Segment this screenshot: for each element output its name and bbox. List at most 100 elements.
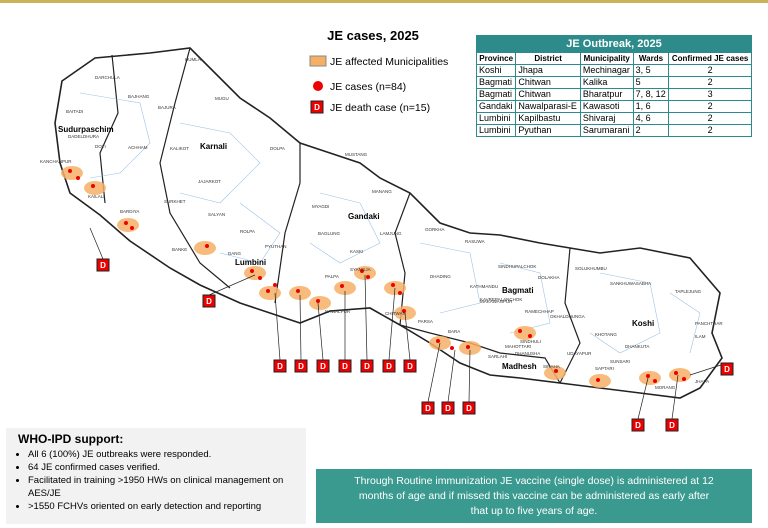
table-header-row: Province District Municipality Wards Confirm… — [475, 52, 752, 65]
death-marker-label: D — [342, 362, 348, 371]
death-marker — [273, 359, 287, 373]
district-label: SANKHUWASABHA — [610, 281, 651, 286]
legend-symbol: D — [314, 103, 320, 112]
case-dot — [266, 289, 270, 293]
district-label: SIRAHA — [543, 364, 560, 369]
case-dot — [68, 169, 72, 173]
affected-area — [544, 366, 566, 380]
district-label: SARLAHI — [488, 354, 507, 359]
death-marker-label: D — [425, 404, 431, 413]
nepal-outline — [54, 47, 723, 399]
district-label: SURKHET — [164, 199, 186, 204]
death-marker-label: D — [386, 362, 392, 371]
marker-leader — [404, 312, 411, 361]
affected-area — [639, 371, 661, 385]
legend-title: JE cases, 2025 — [327, 28, 419, 43]
affected-area — [354, 266, 376, 280]
district-label: MYAGDI — [312, 204, 329, 209]
district-label: MORANG — [655, 385, 676, 390]
column-header: Wards — [632, 52, 670, 65]
affected-area — [459, 341, 481, 355]
case-dot — [273, 283, 277, 287]
table-row: Lumbini Pyuthan Sarumarani 2 2 — [475, 124, 752, 137]
case-dot — [646, 374, 650, 378]
note-line: months of age and if missed this vaccine… — [358, 490, 710, 502]
district-label: DHANUSHA — [515, 351, 540, 356]
column-header: Confirmed JE cases — [668, 52, 752, 65]
case-dot — [528, 334, 532, 338]
death-marker — [316, 359, 330, 373]
case-dot — [205, 244, 209, 248]
district-label: SAPTARI — [595, 366, 614, 371]
marker-leader — [447, 349, 456, 403]
district-label: BAGLUNG — [318, 231, 341, 236]
note-line: Through Routine immunization JE vaccine … — [354, 475, 714, 487]
case-dot — [250, 269, 254, 273]
district-label: KAILALI — [88, 194, 105, 199]
table-cell: 2 — [668, 76, 752, 89]
death-marker-label: D — [298, 362, 304, 371]
marker-leader — [427, 342, 441, 403]
affected-area — [289, 286, 311, 300]
affected-area — [259, 286, 281, 300]
affected-area — [589, 374, 611, 388]
marker-leader — [671, 374, 679, 420]
death-marker — [360, 359, 374, 373]
district-label: LAMJUNG — [380, 231, 402, 236]
legend-item: JE affected Municipalities — [330, 56, 448, 68]
affected-area — [309, 296, 331, 310]
district-label: KATHMANDU — [470, 284, 498, 289]
death-marker-label: D — [466, 404, 472, 413]
legend-swatch — [313, 81, 323, 91]
table-row: Bagmati Chitwan Bharatpur 7, 8, 12 3 — [475, 88, 752, 101]
case-dot — [466, 345, 470, 349]
death-marker — [631, 418, 645, 432]
table-cell: Bagmati — [475, 88, 517, 101]
district-label: RAMECHHAP — [525, 309, 554, 314]
case-dot — [391, 283, 395, 287]
case-dot — [366, 275, 370, 279]
note-box: Through Routine immunization JE vaccine … — [316, 469, 752, 523]
marker-leader — [208, 274, 256, 296]
table-cell: Bharatpur — [579, 88, 634, 101]
marker-leader — [468, 349, 471, 403]
district-label: TAPLEJUNG — [675, 289, 702, 294]
case-dot — [674, 371, 678, 375]
case-dot — [682, 377, 686, 381]
district-label: DHANKUTA — [625, 344, 649, 349]
table-title-row: JE Outbreak, 2025 — [476, 35, 752, 53]
table-cell: Lumbini — [475, 112, 517, 125]
district-label: MANANG — [372, 189, 392, 194]
table-cell: Gandaki — [475, 100, 517, 113]
district-label: KHOTANG — [595, 332, 617, 337]
death-marker — [665, 418, 679, 432]
district-label: PARSA — [418, 319, 433, 324]
case-dot — [398, 291, 402, 295]
affected-area — [84, 181, 106, 195]
table-row: Bagmati Chitwan Kalika 5 2 — [475, 76, 752, 89]
district-label: PALPA — [325, 274, 339, 279]
case-dot — [596, 378, 600, 382]
death-marker-label: D — [635, 421, 641, 430]
district-label: DOLPA — [270, 146, 285, 151]
affected-area — [117, 218, 139, 232]
district-label: RASUWA — [465, 239, 485, 244]
case-dot — [653, 379, 657, 383]
district-label: KAVREPALANCHOK — [480, 297, 522, 302]
affected-area — [194, 241, 216, 255]
table-cell: Nawalparasi-E — [515, 100, 581, 113]
district-label: DOTI — [95, 144, 106, 149]
table-cell: Shivaraj — [579, 112, 634, 125]
province-label: Madhesh — [502, 362, 537, 371]
district-label: UDAYAPUR — [567, 351, 592, 356]
death-marker-label: D — [277, 362, 283, 371]
death-marker-label: D — [724, 365, 730, 374]
table-cell: Chitwan — [515, 88, 581, 101]
district-label: BAJURA — [158, 105, 176, 110]
district-label: JHAPA — [695, 379, 709, 384]
death-marker-label: D — [364, 362, 370, 371]
affected-area — [244, 266, 266, 280]
